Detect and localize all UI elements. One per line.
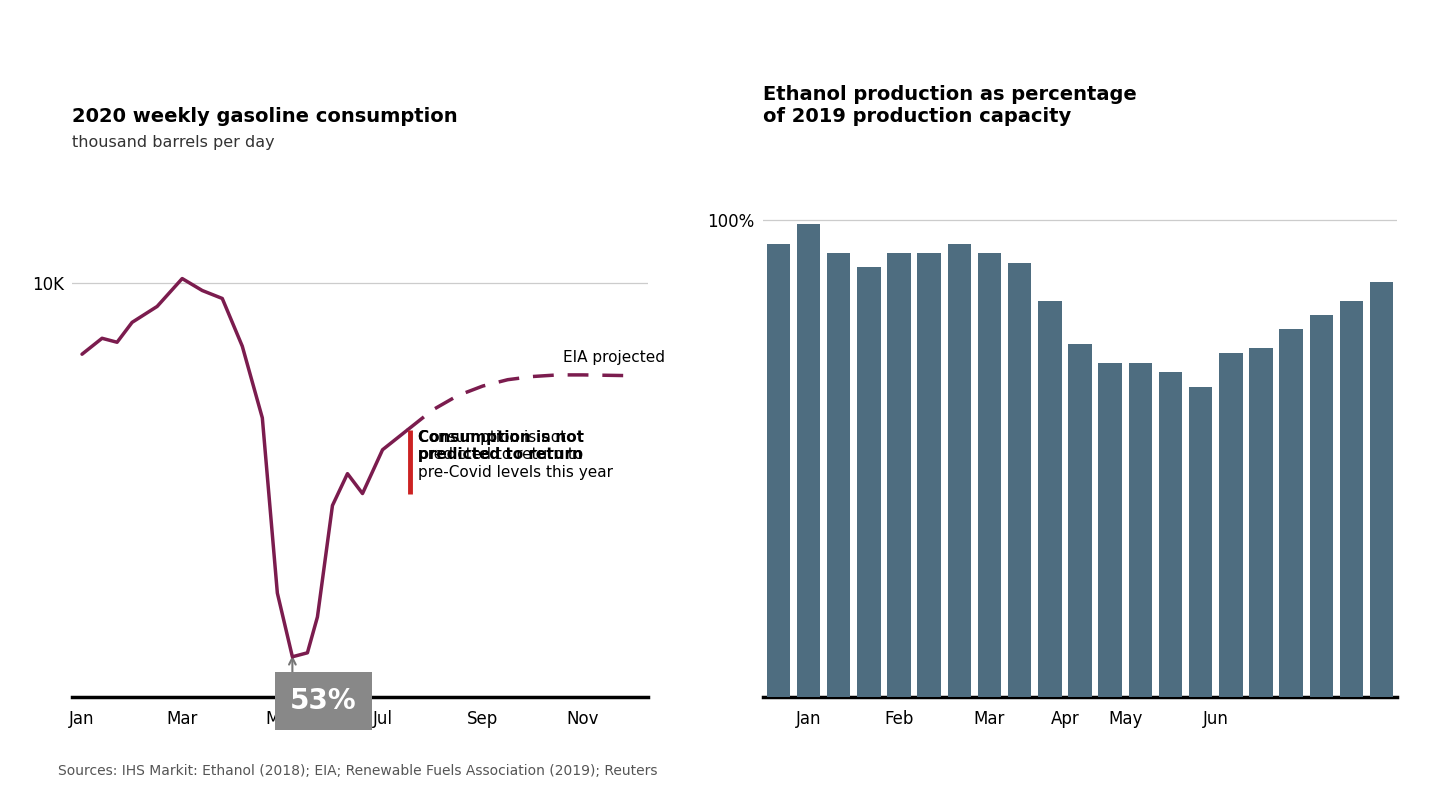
Bar — [1189, 386, 1212, 697]
Bar — [796, 224, 821, 697]
Text: 53%: 53% — [289, 687, 357, 715]
Bar — [917, 253, 940, 697]
Text: EIA projected: EIA projected — [563, 351, 665, 365]
Text: Consumption is not
predicted to return to
pre-Covid levels this year: Consumption is not predicted to return t… — [418, 430, 612, 480]
Text: thousand barrels per day: thousand barrels per day — [72, 134, 275, 150]
Bar — [948, 244, 971, 697]
Bar — [827, 253, 851, 697]
Bar — [1099, 363, 1122, 697]
Text: of 2017–19
average: of 2017–19 average — [289, 752, 390, 791]
Text: 2020 weekly gasoline consumption: 2020 weekly gasoline consumption — [72, 107, 458, 126]
Bar — [978, 253, 1001, 697]
Bar — [887, 253, 910, 697]
Bar — [766, 244, 791, 697]
Bar — [1220, 353, 1243, 697]
Bar — [1129, 363, 1152, 697]
Bar — [1068, 343, 1092, 697]
Bar — [1279, 330, 1303, 697]
Bar — [1339, 301, 1364, 697]
Bar — [1309, 315, 1333, 697]
Text: Consumption is not
predicted to return: Consumption is not predicted to return — [418, 430, 583, 463]
Bar — [857, 267, 881, 697]
Bar — [1038, 301, 1061, 697]
Bar — [1008, 262, 1031, 697]
Text: Sources: IHS Markit: Ethanol (2018); EIA; Renewable Fuels Association (2019); Re: Sources: IHS Markit: Ethanol (2018); EIA… — [58, 764, 657, 778]
Bar — [1159, 373, 1182, 697]
Text: Ethanol production as percentage
of 2019 production capacity: Ethanol production as percentage of 2019… — [763, 85, 1138, 126]
Bar — [1250, 348, 1273, 697]
Bar — [1369, 282, 1394, 697]
